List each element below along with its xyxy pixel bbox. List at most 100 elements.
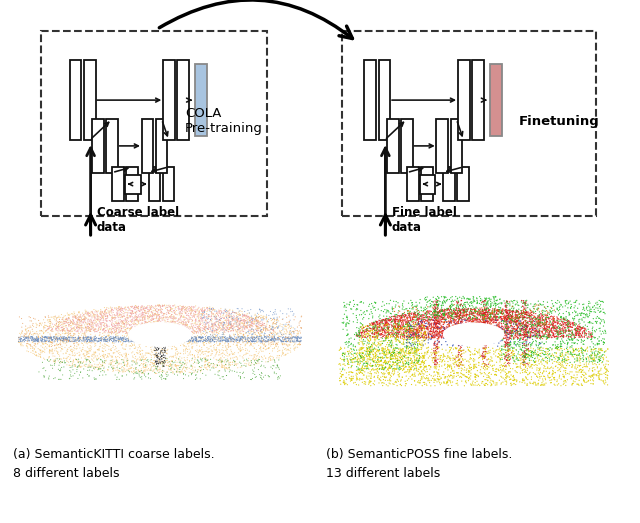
Point: [366, 374, 376, 382]
Point: [505, 353, 515, 361]
Point: [397, 340, 408, 348]
Point: [117, 367, 127, 375]
Point: [552, 319, 563, 327]
Point: [154, 316, 164, 325]
Point: [175, 336, 185, 345]
Point: [397, 315, 408, 324]
Point: [87, 337, 97, 345]
Point: [484, 315, 495, 323]
Point: [97, 360, 108, 369]
Point: [485, 305, 495, 314]
Point: [601, 360, 611, 368]
Point: [520, 328, 531, 337]
Point: [184, 339, 194, 347]
Point: [246, 313, 256, 322]
Point: [461, 323, 471, 332]
Point: [149, 359, 159, 368]
Point: [22, 339, 32, 348]
Point: [573, 332, 584, 340]
Point: [245, 338, 255, 346]
Point: [49, 333, 59, 342]
Point: [58, 333, 68, 342]
Point: [404, 324, 415, 333]
Point: [381, 332, 391, 340]
Point: [588, 319, 598, 327]
Point: [113, 309, 123, 317]
Point: [460, 307, 470, 315]
Point: [479, 315, 490, 324]
Point: [153, 353, 163, 361]
Point: [248, 333, 258, 342]
Point: [117, 334, 127, 342]
Point: [209, 363, 219, 371]
Point: [495, 331, 506, 339]
Point: [412, 354, 422, 362]
Point: [490, 303, 500, 311]
Point: [13, 334, 24, 342]
Point: [237, 311, 248, 319]
Point: [150, 350, 160, 359]
Point: [211, 344, 221, 352]
Point: [420, 331, 430, 339]
Point: [236, 359, 246, 368]
Point: [259, 344, 269, 353]
Point: [391, 355, 401, 363]
Point: [508, 324, 518, 332]
Point: [74, 348, 84, 357]
Point: [99, 336, 109, 345]
Point: [376, 317, 386, 325]
Point: [67, 347, 77, 356]
Point: [427, 311, 437, 319]
Point: [231, 342, 241, 350]
Point: [259, 337, 269, 346]
Point: [83, 370, 93, 379]
Point: [443, 309, 453, 317]
Point: [211, 355, 221, 363]
Point: [506, 380, 516, 388]
Point: [439, 309, 449, 317]
Point: [589, 351, 600, 360]
Point: [163, 325, 173, 334]
Point: [356, 344, 366, 352]
Point: [253, 324, 263, 333]
Point: [161, 319, 171, 327]
Point: [362, 306, 372, 315]
Point: [426, 324, 436, 333]
Point: [189, 319, 200, 327]
Point: [105, 335, 115, 344]
Point: [479, 339, 490, 348]
Point: [410, 360, 420, 368]
Point: [449, 333, 459, 342]
Point: [464, 363, 474, 371]
Point: [440, 297, 450, 305]
Point: [515, 313, 525, 322]
Point: [418, 311, 428, 319]
Point: [56, 340, 66, 348]
Point: [67, 351, 77, 359]
Point: [159, 346, 169, 354]
Point: [410, 369, 420, 377]
Point: [366, 356, 376, 364]
Point: [428, 311, 438, 320]
Point: [148, 326, 158, 335]
Point: [34, 338, 44, 346]
Point: [356, 328, 366, 337]
Point: [197, 324, 207, 332]
Point: [540, 315, 550, 324]
Point: [201, 316, 211, 325]
Point: [66, 318, 76, 326]
Point: [538, 369, 548, 377]
Point: [234, 333, 244, 341]
Point: [62, 357, 72, 366]
Point: [374, 361, 385, 370]
Point: [410, 349, 420, 357]
Point: [259, 312, 269, 321]
Point: [145, 366, 155, 374]
Point: [419, 323, 429, 332]
Point: [453, 304, 463, 312]
Point: [140, 337, 150, 345]
Point: [199, 361, 209, 369]
Point: [112, 320, 122, 328]
Point: [422, 304, 432, 313]
Point: [468, 320, 479, 328]
